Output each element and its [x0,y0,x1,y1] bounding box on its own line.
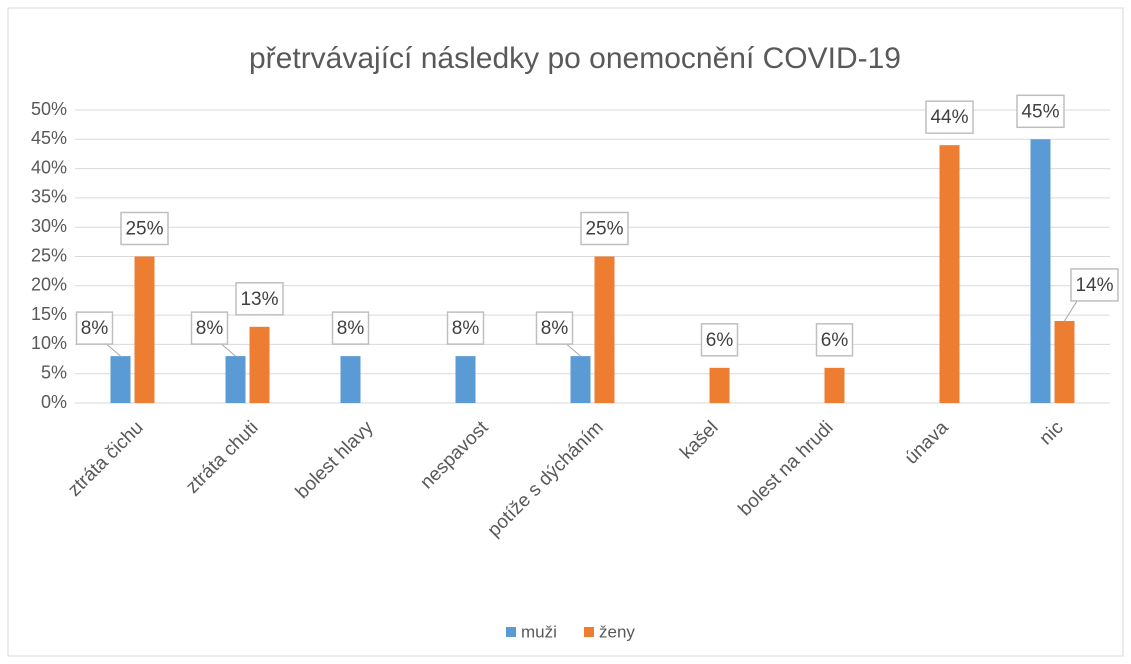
bar [1054,320,1075,403]
legend-swatch [584,627,594,637]
value-label-box [580,211,629,246]
value-label: 45% [1021,101,1059,122]
value-label: 8% [81,318,109,339]
bar [340,356,361,403]
value-label: 8% [337,318,365,339]
value-label: 8% [196,318,224,339]
value-label: 6% [706,330,734,351]
y-tick-label: 30% [31,216,67,236]
y-tick-label: 5% [41,362,67,382]
bar [134,256,155,403]
value-label: 25% [125,219,163,240]
value-label-box [535,311,574,345]
leader-line [566,343,581,357]
bar [225,356,246,403]
y-tick-label: 50% [31,99,67,119]
value-label-box [1070,268,1119,302]
bar [1030,139,1051,404]
legend-label: ženy [599,622,635,641]
leader-line [106,343,121,357]
value-label-box [120,211,169,246]
y-tick-label: 0% [41,392,67,412]
bar [455,356,476,403]
value-label-box [235,282,284,316]
value-label-box [700,323,739,357]
y-tick-label: 15% [31,304,67,324]
value-label: 25% [585,219,623,240]
bar [249,326,270,403]
value-label-box [75,311,114,345]
value-label-box [1016,94,1065,129]
bar [939,145,960,403]
y-tick-label: 20% [31,275,67,295]
value-label: 13% [240,289,278,310]
value-label: 14% [1075,275,1113,296]
value-label-box [925,100,974,134]
value-label-box [815,323,854,357]
legend-swatch [506,627,516,637]
value-label: 6% [821,330,849,351]
value-label: 8% [541,318,569,339]
y-tick-label: 35% [31,187,67,207]
bar [110,356,131,403]
chart-title: přetrvávající následky po onemocnění COV… [249,42,901,75]
y-tick-label: 10% [31,333,67,353]
value-label: 8% [452,318,480,339]
value-label-box [446,311,485,345]
value-label-box [331,311,370,345]
bar [709,367,730,403]
y-tick-label: 25% [31,245,67,265]
value-label-box [190,311,229,345]
y-tick-label: 40% [31,157,67,177]
bar [594,256,615,403]
bar [824,367,845,403]
leader-line [1064,300,1078,322]
leader-line [221,343,236,357]
y-tick-label: 45% [31,128,67,148]
value-label: 44% [930,107,968,128]
bar [570,356,591,403]
legend-label: muži [521,622,557,641]
